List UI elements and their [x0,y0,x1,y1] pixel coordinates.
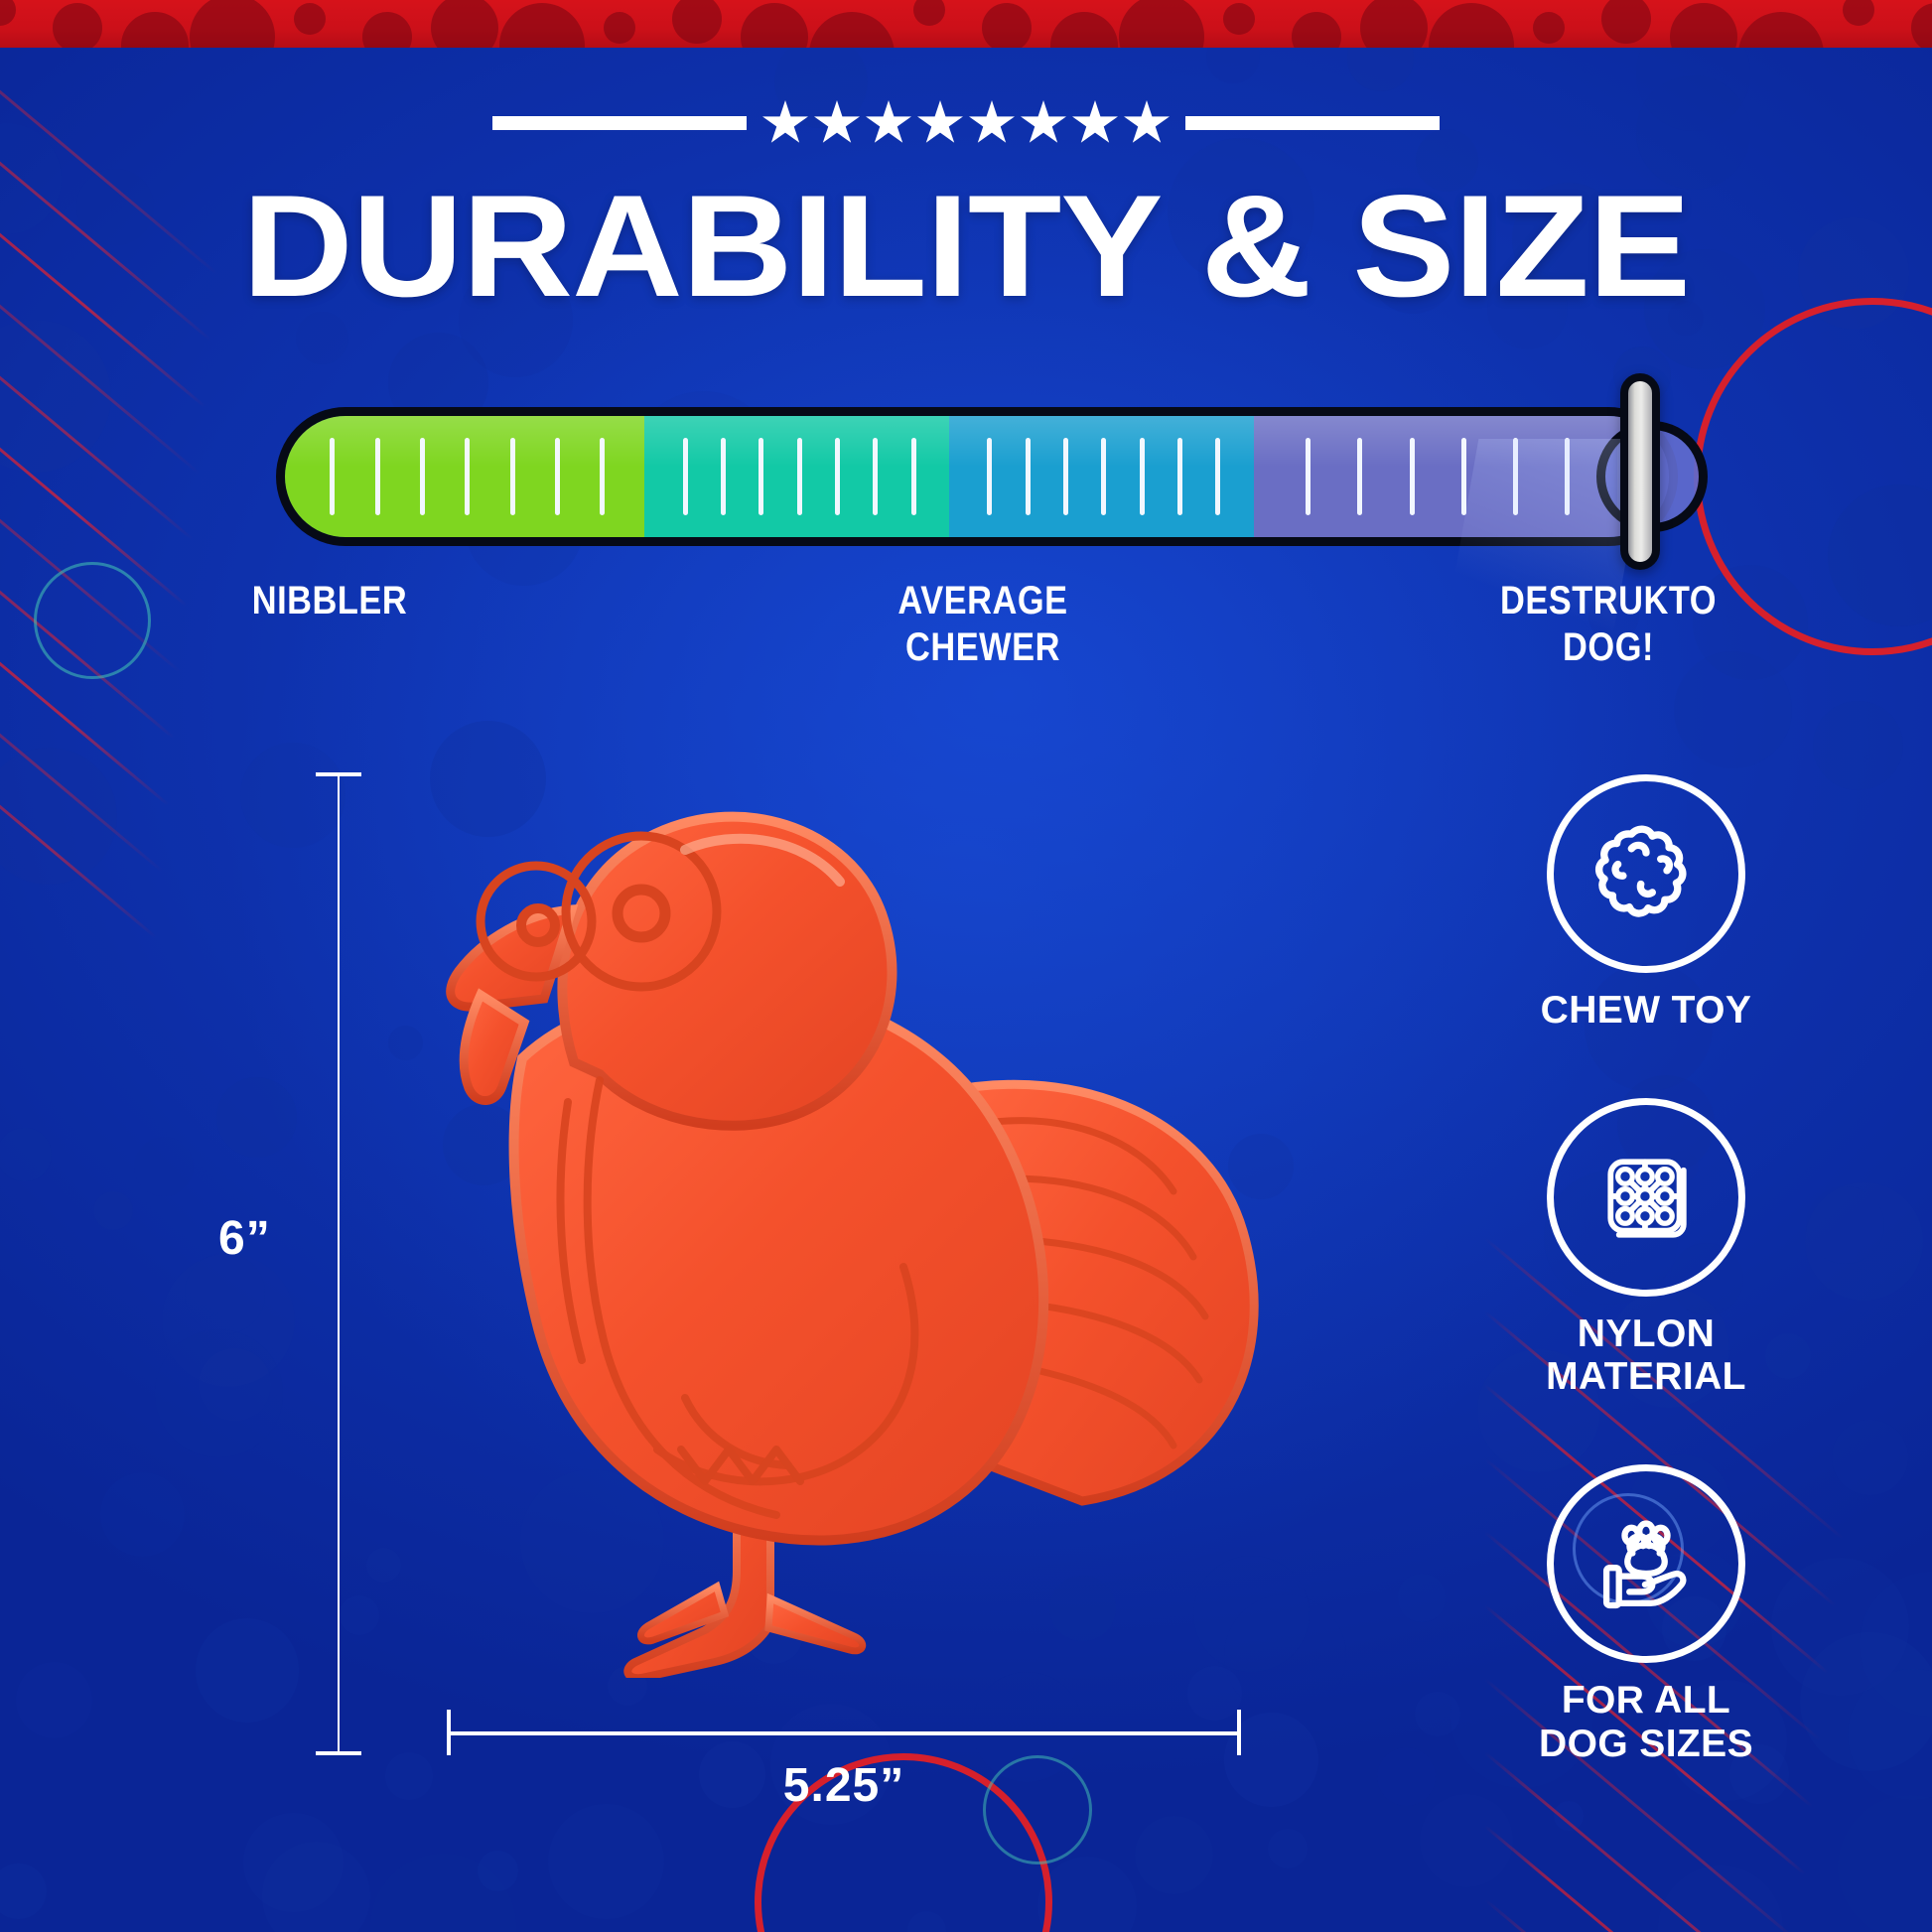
star-divider [0,95,1932,151]
star-icon [762,100,808,143]
feature-label-nylon-material: NYLON MATERIAL [1546,1311,1746,1399]
scale-label-destrukto-dog: DESTRUKTO DOG! [1499,579,1718,670]
feature-label-chew-toy: CHEW TOY [1540,989,1752,1032]
meter-tick-group [285,416,644,537]
star-icon [1124,100,1170,143]
molecule-grid-icon [1547,1097,1745,1297]
durability-meter-track[interactable] [276,407,1678,546]
height-dimension-label: 6” [218,1212,271,1265]
decor-ring-teal-left [34,562,151,679]
meter-segment-light-chewer [644,416,950,537]
durability-meter[interactable] [276,373,1708,657]
durability-slider-handle[interactable] [1620,373,1660,570]
star-icon [1021,100,1066,143]
meter-tick-group [949,416,1254,537]
width-dimension-line [447,1710,1241,1755]
star-group [762,100,1170,146]
divider-rule-left [492,116,747,130]
width-dimension-label: 5.25” [782,1759,905,1812]
top-red-band [0,0,1932,48]
top-band-dot-pattern [0,0,1932,48]
meter-tick-group [644,416,949,537]
feature-nylon-material: NYLON MATERIAL [1477,1097,1815,1399]
bone-ring-icon [1547,774,1745,973]
feature-chew-toy: CHEW TOY [1477,774,1815,1033]
star-icon [1072,100,1118,143]
hand-paw-icon [1547,1464,1745,1664]
star-icon [866,100,911,143]
scale-label-nibbler: NIBBLER [251,579,408,622]
meter-segment-average-chewer [949,416,1254,537]
feature-label-for-all-dog-sizes: FOR ALL DOG SIZES [1539,1679,1753,1765]
decor-ring-teal-bottom [983,1755,1092,1864]
scale-label-average-chewer: AVERAGE CHEWER [897,579,1068,670]
page-title: DURABILITY & SIZE [241,165,1691,327]
star-icon [814,100,860,143]
feature-for-all-dog-sizes: FOR ALL DOG SIZES [1477,1464,1815,1765]
star-icon [917,100,963,143]
header: DURABILITY & SIZE [0,95,1932,321]
product-showcase: 6” [218,755,1390,1827]
height-dimension-line [316,772,361,1755]
meter-segment-nibbler [285,416,645,537]
meter-segment-destrukto-dog [1253,416,1669,537]
durability-meter-fill [285,416,1669,537]
turkey-chew-toy-image [387,764,1281,1683]
star-icon [969,100,1015,143]
divider-rule-right [1185,116,1440,130]
durability-scale-labels: NIBBLER AVERAGE CHEWER DESTRUKTO DOG! [199,578,1787,697]
feature-list: CHEW TOY [1477,774,1815,1831]
